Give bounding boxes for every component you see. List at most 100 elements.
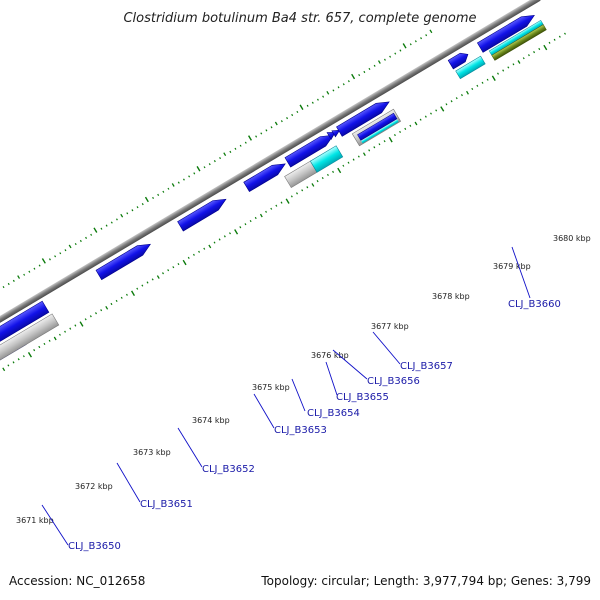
scale-tick — [69, 327, 72, 330]
scale-tick — [352, 158, 355, 161]
scale-tick — [64, 330, 67, 333]
gene-arrow[interactable] — [447, 50, 470, 70]
scale-tick — [229, 150, 232, 153]
scale-tick — [378, 143, 381, 146]
scale-tick — [358, 73, 361, 77]
scale-tick — [409, 124, 412, 127]
gene-label[interactable]: CLJ_B3656 — [367, 376, 420, 387]
scale-tick — [244, 141, 247, 144]
scale-tick — [280, 120, 283, 123]
scale-tick — [306, 104, 309, 107]
scale-tick — [193, 172, 196, 175]
scale-tick — [219, 156, 222, 160]
gene-arrow[interactable] — [284, 130, 336, 168]
scale-tick — [270, 207, 273, 210]
scale-tick — [17, 358, 20, 361]
scale-tick — [399, 49, 402, 52]
scale-tick — [203, 166, 206, 169]
scale-tick — [286, 117, 289, 120]
scale-tick — [239, 144, 242, 147]
scale-tick — [172, 266, 175, 269]
scale-tick — [130, 290, 136, 297]
label-leader-line — [325, 361, 338, 396]
scale-tick — [79, 321, 84, 327]
scale-tick — [342, 83, 345, 86]
scale-tick — [90, 233, 93, 236]
scale-tick — [2, 367, 6, 372]
scale-tick — [115, 218, 118, 221]
scale-label: 3676 kbp — [311, 351, 349, 360]
scale-tick — [270, 126, 273, 129]
scale-tick — [7, 282, 10, 286]
label-leader-line — [177, 427, 203, 468]
scale-tick — [558, 35, 561, 38]
scale-tick — [440, 106, 445, 112]
scale-tick — [357, 155, 360, 158]
scale-tick — [234, 229, 239, 235]
scale-tick — [144, 196, 149, 203]
gene-features — [0, 11, 547, 377]
gene-label[interactable]: CLJ_B3654 — [307, 408, 360, 419]
gene-arrow[interactable] — [243, 159, 288, 193]
scale-tick — [306, 186, 309, 189]
scale-tick — [402, 43, 407, 49]
scale-tick — [347, 80, 350, 83]
scale-tick — [126, 212, 129, 215]
scale-tick — [38, 345, 41, 349]
scale-label: 3679 kbp — [493, 262, 531, 271]
scale-tick — [157, 193, 160, 196]
scale-tick — [337, 167, 342, 174]
gene-label[interactable]: CLJ_B3653 — [274, 425, 327, 436]
gene-label[interactable]: CLJ_B3657 — [400, 361, 453, 372]
gene-label-lines — [41, 246, 531, 546]
gene-label[interactable]: CLJ_B3650 — [68, 541, 121, 552]
scale-tick — [332, 170, 335, 173]
scale-tick — [187, 256, 190, 259]
scale-tick — [152, 196, 155, 200]
scale-tick — [110, 221, 113, 224]
scale-tick — [553, 38, 556, 41]
gene-arrow[interactable] — [476, 11, 537, 53]
scale-tick — [299, 104, 304, 110]
small-gene-arrow[interactable] — [331, 127, 342, 138]
gene-label[interactable]: CLJ_B3651 — [140, 499, 193, 510]
cds-olive-block[interactable] — [491, 24, 547, 61]
gene-label[interactable]: CLJ_B3655 — [336, 392, 389, 403]
cds-cyan-inner[interactable] — [361, 119, 399, 144]
small-gene-arrow[interactable] — [326, 129, 337, 140]
scale-tick — [543, 44, 548, 51]
scale-tick — [326, 90, 330, 95]
scale-tick — [548, 41, 551, 44]
scale-tick — [43, 342, 46, 346]
scale-tick — [383, 58, 386, 61]
scale-tick — [347, 161, 350, 164]
scale-tick — [430, 112, 432, 115]
gene-arrow[interactable] — [0, 300, 50, 363]
tick-marks — [2, 29, 566, 372]
scale-tick — [120, 213, 124, 218]
cds-cyan-block[interactable] — [455, 55, 486, 80]
scale-tick — [196, 166, 201, 172]
gene-arrow[interactable] — [95, 240, 153, 281]
label-leader-line — [41, 504, 69, 546]
scale-tick — [162, 190, 165, 193]
scale-tick — [146, 281, 149, 284]
scale-tick — [414, 121, 418, 126]
cds-blue-inner[interactable] — [357, 112, 398, 141]
gene-label[interactable]: CLJ_B3652 — [202, 464, 255, 475]
scale-tick — [156, 275, 160, 279]
gene-arrow[interactable] — [336, 97, 392, 137]
cds-cyan-block[interactable] — [309, 145, 344, 173]
gene-arrow[interactable] — [177, 194, 229, 232]
scale-tick — [23, 273, 26, 276]
scale-tick — [22, 355, 25, 358]
scale-tick — [48, 258, 51, 261]
scale-tick — [337, 86, 340, 89]
scale-tick — [171, 183, 175, 187]
scale-tick — [404, 127, 407, 130]
label-leader-line — [253, 393, 275, 429]
cds-grey-block[interactable] — [0, 313, 60, 377]
gene-label[interactable]: CLJ_B3660 — [508, 299, 561, 310]
scale-tick — [110, 302, 113, 306]
scale-tick — [120, 296, 123, 299]
